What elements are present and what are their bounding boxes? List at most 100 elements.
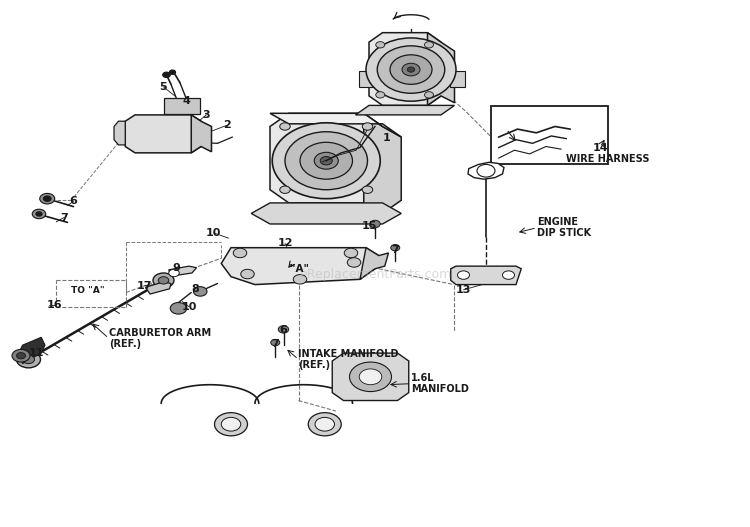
Text: 10: 10 — [182, 302, 196, 311]
Polygon shape — [360, 248, 388, 279]
Circle shape — [376, 42, 385, 48]
Circle shape — [170, 70, 176, 74]
Text: 6: 6 — [280, 326, 287, 335]
Text: CARBURETOR ARM
(REF.): CARBURETOR ARM (REF.) — [109, 328, 211, 349]
Polygon shape — [468, 162, 504, 179]
Polygon shape — [169, 266, 196, 276]
Text: 17: 17 — [137, 281, 152, 290]
Circle shape — [503, 271, 515, 279]
Text: 4: 4 — [182, 96, 190, 106]
Text: 16: 16 — [47, 300, 62, 309]
Circle shape — [22, 355, 34, 364]
Text: eReplacementParts.com: eReplacementParts.com — [298, 268, 452, 280]
Circle shape — [320, 157, 332, 165]
Circle shape — [194, 287, 207, 296]
Polygon shape — [270, 113, 382, 203]
Circle shape — [300, 142, 352, 179]
Circle shape — [271, 339, 280, 346]
Circle shape — [370, 220, 380, 228]
Text: 12: 12 — [278, 239, 292, 248]
Circle shape — [344, 248, 358, 258]
Circle shape — [153, 273, 174, 288]
Text: 15: 15 — [362, 221, 376, 230]
Polygon shape — [369, 33, 441, 105]
Circle shape — [16, 353, 26, 359]
Circle shape — [293, 275, 307, 284]
Circle shape — [40, 193, 55, 204]
Circle shape — [12, 349, 30, 362]
Circle shape — [366, 38, 456, 101]
Polygon shape — [427, 33, 454, 105]
Text: INTAKE MANIFOLD
(REF.): INTAKE MANIFOLD (REF.) — [298, 349, 399, 370]
Text: ENGINE
DIP STICK: ENGINE DIP STICK — [537, 217, 591, 238]
Circle shape — [376, 92, 385, 98]
Polygon shape — [114, 121, 125, 145]
Circle shape — [377, 46, 445, 93]
Circle shape — [390, 55, 432, 84]
Circle shape — [170, 302, 187, 314]
Text: 9: 9 — [172, 263, 180, 272]
Circle shape — [233, 248, 247, 258]
Polygon shape — [251, 203, 401, 224]
Bar — [164, 98, 200, 114]
Text: 8: 8 — [191, 284, 199, 294]
Text: 7: 7 — [272, 339, 279, 348]
Circle shape — [280, 123, 290, 130]
Circle shape — [359, 369, 382, 385]
Text: 2: 2 — [223, 121, 230, 130]
Circle shape — [163, 72, 170, 77]
Text: 7: 7 — [392, 245, 399, 255]
Circle shape — [362, 186, 373, 193]
Circle shape — [44, 196, 51, 201]
Text: 14: 14 — [592, 143, 608, 152]
Circle shape — [158, 277, 169, 284]
Polygon shape — [356, 105, 454, 115]
Polygon shape — [19, 337, 45, 364]
Text: 10: 10 — [206, 228, 221, 238]
Circle shape — [362, 123, 373, 130]
Circle shape — [214, 413, 248, 436]
Bar — [491, 106, 608, 164]
Circle shape — [402, 63, 420, 76]
Circle shape — [241, 269, 254, 279]
Polygon shape — [451, 266, 521, 285]
Circle shape — [285, 132, 368, 190]
Circle shape — [278, 326, 289, 333]
Text: TO "A": TO "A" — [71, 286, 105, 296]
Polygon shape — [146, 282, 171, 294]
Text: WIRE HARNESS: WIRE HARNESS — [566, 154, 650, 164]
Circle shape — [350, 362, 392, 392]
Polygon shape — [364, 113, 401, 213]
Circle shape — [36, 212, 42, 216]
Bar — [450, 71, 465, 87]
Circle shape — [308, 413, 341, 436]
Text: 7: 7 — [60, 213, 68, 222]
Bar — [358, 71, 374, 87]
Text: 6: 6 — [70, 197, 77, 206]
Polygon shape — [221, 248, 379, 285]
Circle shape — [458, 271, 470, 279]
Circle shape — [391, 245, 400, 251]
Circle shape — [477, 164, 495, 177]
Circle shape — [280, 186, 290, 193]
Polygon shape — [332, 353, 409, 401]
Circle shape — [424, 42, 433, 48]
Text: 3: 3 — [202, 110, 210, 120]
Circle shape — [315, 417, 334, 431]
Polygon shape — [270, 113, 401, 137]
Text: 11: 11 — [28, 348, 44, 358]
Text: 1: 1 — [382, 133, 390, 143]
Text: 1.6L
MANIFOLD: 1.6L MANIFOLD — [411, 373, 469, 394]
Circle shape — [314, 152, 338, 169]
Circle shape — [347, 258, 361, 267]
Polygon shape — [125, 115, 201, 153]
Circle shape — [16, 351, 40, 368]
Text: 5: 5 — [160, 82, 167, 92]
Circle shape — [407, 67, 415, 72]
Text: "A": "A" — [290, 264, 309, 274]
Circle shape — [32, 209, 46, 219]
Text: 13: 13 — [456, 285, 471, 295]
Circle shape — [272, 123, 380, 199]
Circle shape — [424, 92, 433, 98]
Circle shape — [221, 417, 241, 431]
